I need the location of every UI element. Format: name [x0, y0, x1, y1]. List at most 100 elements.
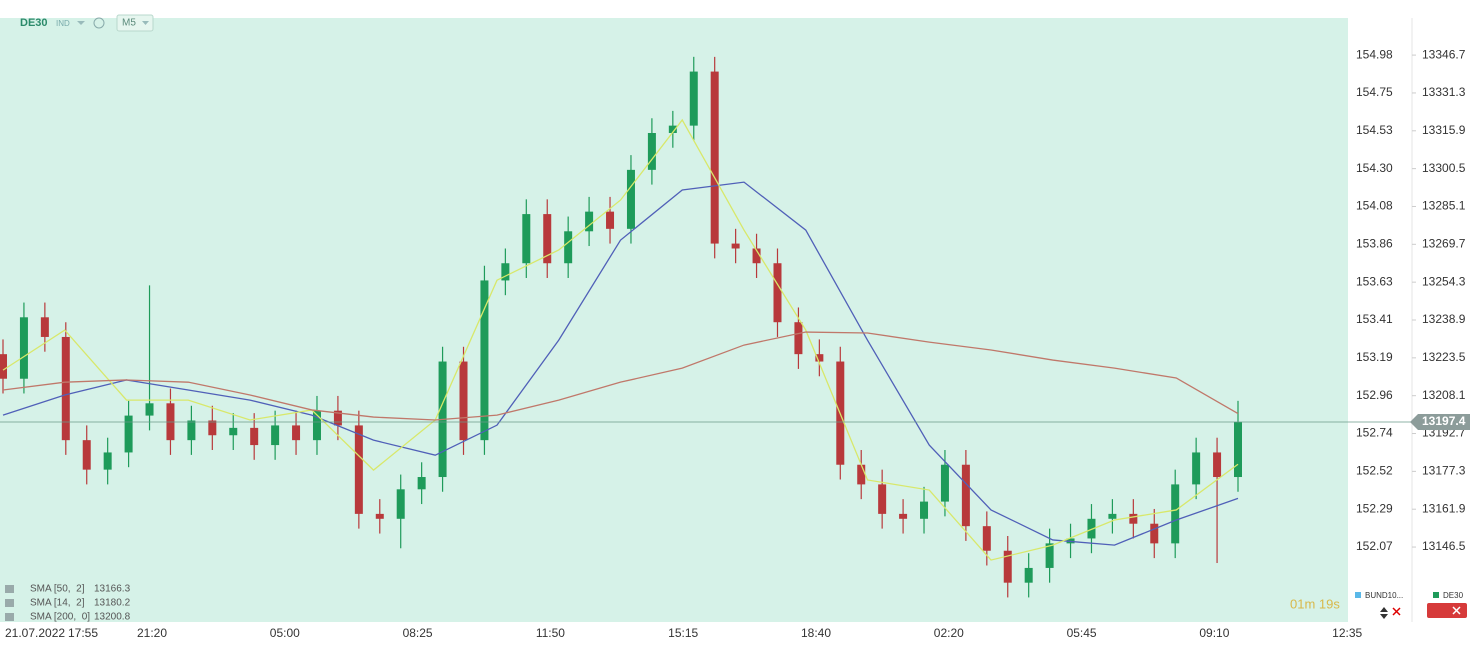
candle-body	[815, 354, 824, 362]
dropdown-icon[interactable]	[77, 21, 85, 25]
y2-tick-label: 153.63	[1356, 274, 1393, 288]
candle-body	[480, 280, 489, 441]
candle-body	[0, 354, 7, 379]
candle-body	[1108, 513, 1117, 519]
x-tick-label: 11:50	[536, 626, 565, 640]
candle-body	[710, 71, 719, 244]
indicator-value: 13166.3	[94, 584, 131, 595]
symbol[interactable]: DE30	[20, 17, 48, 29]
candle-body	[773, 263, 782, 323]
candle-body	[899, 513, 908, 519]
candle-body	[961, 464, 970, 527]
candle-body	[794, 322, 803, 355]
x-tick-label: 15:15	[668, 626, 698, 640]
candle-body	[878, 484, 887, 514]
y2-tick-label: 152.96	[1356, 388, 1393, 402]
x-tick-label: 21:20	[137, 626, 167, 640]
sma-line	[2, 181, 1239, 546]
candle-body	[187, 420, 196, 441]
legend-icon	[5, 613, 14, 621]
info-icon[interactable]	[93, 17, 105, 29]
y2-tick-label: 154.75	[1356, 85, 1393, 99]
candle-body	[333, 410, 342, 426]
legend-icon	[5, 585, 14, 593]
candle-body	[229, 427, 238, 436]
x-tick-label: 08:25	[403, 626, 433, 640]
legend-item[interactable]: BUND10...	[1365, 591, 1403, 600]
candle-body	[1087, 518, 1096, 539]
y2-tick-label: 154.98	[1356, 47, 1393, 61]
legend-item[interactable]: DE30	[1443, 591, 1464, 600]
move-icon[interactable]	[1380, 607, 1388, 619]
y-tick-label: 13238.9	[1422, 312, 1466, 326]
candle-body	[1192, 452, 1201, 485]
close-icon[interactable]	[1452, 606, 1461, 615]
candle-body	[731, 243, 740, 249]
remove-button[interactable]	[1427, 603, 1467, 618]
candle-body	[124, 415, 133, 453]
y-tick-label: 13331.3	[1422, 85, 1466, 99]
candle-body	[940, 464, 949, 502]
price-tag	[1410, 413, 1470, 430]
candle-body	[543, 214, 552, 264]
candle-body	[250, 427, 259, 446]
sma-line	[2, 331, 1239, 421]
timeframe[interactable]: M5	[122, 18, 136, 29]
candle-body	[982, 526, 991, 551]
candle-body	[1234, 421, 1242, 478]
countdown: 01m 19s	[1290, 596, 1340, 611]
candle-body	[920, 501, 929, 519]
y2-tick-label: 152.74	[1356, 426, 1393, 440]
candle-body	[857, 464, 866, 485]
candle-body	[103, 452, 112, 470]
y-tick-label: 13177.3	[1422, 464, 1466, 478]
candle-body	[585, 211, 594, 232]
candle-body	[61, 336, 70, 441]
candle-body	[271, 425, 280, 446]
candle-body	[312, 410, 321, 441]
candle-body	[19, 317, 28, 379]
y-tick-label: 13346.7	[1422, 47, 1466, 61]
candle-body	[354, 425, 363, 514]
x-tick-label: 12:35	[1332, 626, 1362, 640]
dropdown-icon[interactable]	[142, 21, 149, 25]
candle-body	[689, 71, 698, 126]
indicator-name: SMA [14, 2]	[30, 598, 85, 609]
candle-body	[522, 214, 531, 264]
sma-line	[2, 118, 1239, 561]
badge: IND	[56, 19, 70, 28]
indicator-value: 13180.2	[94, 598, 131, 609]
candle-body	[396, 489, 405, 519]
y-tick-label: 13300.5	[1422, 161, 1466, 175]
candle-body	[208, 420, 217, 436]
y2-tick-label: 154.30	[1356, 161, 1393, 175]
plot-area	[0, 18, 1348, 622]
price-tag-label: 13197.4	[1422, 414, 1466, 428]
x-start-date: 21.07.2022	[5, 626, 65, 640]
candle-body	[501, 263, 510, 281]
indicator-value: 13200.8	[94, 612, 131, 623]
candle-body	[417, 477, 426, 490]
y-tick-label: 13223.5	[1422, 350, 1466, 364]
x-tick-label: 09:10	[1199, 626, 1229, 640]
x-tick-label: 18:40	[801, 626, 831, 640]
timeframe-box[interactable]	[116, 14, 154, 32]
y2-tick-label: 153.86	[1356, 236, 1393, 250]
indicator-name: SMA [50, 2]	[30, 584, 85, 595]
y2-tick-label: 152.52	[1356, 464, 1393, 478]
candle-body	[1045, 543, 1054, 568]
candle-body	[1024, 567, 1033, 583]
x-tick-label: 02:20	[934, 626, 964, 640]
y2-tick-label: 152.29	[1356, 501, 1393, 515]
y-tick-label: 13161.9	[1422, 501, 1466, 515]
candle-body	[752, 248, 761, 264]
candle-body	[1150, 523, 1159, 544]
candle-body	[1129, 513, 1138, 524]
candle-body	[1171, 484, 1180, 544]
close-icon[interactable]	[1392, 607, 1401, 616]
y2-tick-label: 152.07	[1356, 539, 1393, 553]
candle-body	[647, 133, 656, 170]
candle-body	[375, 513, 384, 519]
